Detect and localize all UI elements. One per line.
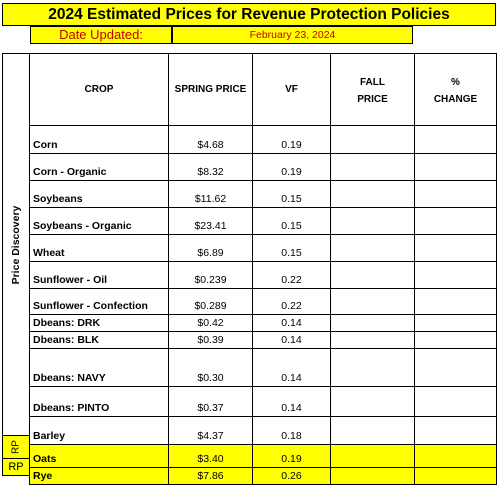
spring-price-cell[interactable]: $6.89 <box>168 234 253 262</box>
pct-change-cell[interactable] <box>414 331 497 349</box>
fall-price-cell[interactable] <box>330 207 415 235</box>
pct-change-cell[interactable] <box>414 314 497 332</box>
table-row: Sunflower - Oil $0.239 0.22 <box>29 261 497 289</box>
table-row: Dbeans: PINTO $0.37 0.14 <box>29 386 497 417</box>
spring-price-cell[interactable]: $4.37 <box>168 416 253 445</box>
spring-price-cell[interactable]: $4.68 <box>168 125 253 154</box>
spring-price-cell[interactable]: $0.39 <box>168 331 253 349</box>
fall-price-cell[interactable] <box>330 153 415 181</box>
fall-price-cell[interactable] <box>330 386 415 417</box>
rp-rye-cell: RP <box>2 459 30 476</box>
crop-cell[interactable]: Corn <box>29 125 169 154</box>
vf-cell[interactable]: 0.15 <box>252 234 331 262</box>
fall-price-cell[interactable] <box>330 467 415 485</box>
crop-cell[interactable]: Barley <box>29 416 169 445</box>
fall-price-cell[interactable] <box>330 234 415 262</box>
fall-price-cell[interactable] <box>330 180 415 208</box>
spring-price-cell[interactable]: $0.289 <box>168 288 253 315</box>
price-discovery-sidebar: Price Discovery <box>2 53 30 436</box>
crop-cell[interactable]: Dbeans: DRK <box>29 314 169 332</box>
sheet-title: 2024 Estimated Prices for Revenue Protec… <box>2 3 496 26</box>
fall-price-cell[interactable] <box>330 444 415 468</box>
header-crop[interactable]: CROP <box>29 53 169 126</box>
table-row: Dbeans: NAVY $0.30 0.14 <box>29 348 497 387</box>
vf-cell[interactable]: 0.14 <box>252 331 331 349</box>
table-row: Dbeans: DRK $0.42 0.14 <box>29 314 497 332</box>
pct-change-cell[interactable] <box>414 261 497 289</box>
vf-cell[interactable]: 0.14 <box>252 386 331 417</box>
crop-cell[interactable]: Sunflower - Confection <box>29 288 169 315</box>
pct-change-cell[interactable] <box>414 234 497 262</box>
header-spring-price[interactable]: SPRING PRICE <box>168 53 253 126</box>
rp-oats-cell: RP <box>2 436 30 459</box>
vf-cell[interactable]: 0.18 <box>252 416 331 445</box>
crop-cell[interactable]: Rye <box>29 467 169 485</box>
fall-price-cell[interactable] <box>330 288 415 315</box>
vf-cell[interactable]: 0.19 <box>252 153 331 181</box>
table-row: Rye $7.86 0.26 <box>29 467 497 485</box>
table-row: Sunflower - Confection $0.289 0.22 <box>29 288 497 315</box>
pct-change-cell[interactable] <box>414 288 497 315</box>
crop-cell[interactable]: Wheat <box>29 234 169 262</box>
fall-price-cell[interactable] <box>330 261 415 289</box>
fall-price-cell[interactable] <box>330 314 415 332</box>
crop-cell[interactable]: Oats <box>29 444 169 468</box>
vf-cell[interactable]: 0.15 <box>252 207 331 235</box>
fall-price-cell[interactable] <box>330 331 415 349</box>
pct-change-cell[interactable] <box>414 467 497 485</box>
vf-cell[interactable]: 0.19 <box>252 444 331 468</box>
spring-price-cell[interactable]: $3.40 <box>168 444 253 468</box>
fall-price-cell[interactable] <box>330 416 415 445</box>
spring-price-cell[interactable]: $0.30 <box>168 348 253 387</box>
fall-price-cell[interactable] <box>330 348 415 387</box>
table-row: Oats $3.40 0.19 <box>29 444 497 468</box>
crop-cell[interactable]: Dbeans: BLK <box>29 331 169 349</box>
pct-change-cell[interactable] <box>414 180 497 208</box>
pct-change-cell[interactable] <box>414 153 497 181</box>
spring-price-cell[interactable]: $7.86 <box>168 467 253 485</box>
crop-cell[interactable]: Soybeans <box>29 180 169 208</box>
spring-price-cell[interactable]: $8.32 <box>168 153 253 181</box>
crop-cell[interactable]: Dbeans: PINTO <box>29 386 169 417</box>
prices-table: CROP SPRING PRICE VF FALL PRICE % CHANGE… <box>29 53 497 485</box>
spring-price-cell[interactable]: $0.37 <box>168 386 253 417</box>
pct-change-cell[interactable] <box>414 416 497 445</box>
vf-cell[interactable]: 0.22 <box>252 261 331 289</box>
date-updated-value[interactable]: February 23, 2024 <box>172 26 413 44</box>
pct-change-cell[interactable] <box>414 444 497 468</box>
spring-price-cell[interactable]: $0.239 <box>168 261 253 289</box>
spring-price-cell[interactable]: $11.62 <box>168 180 253 208</box>
vf-cell[interactable]: 0.14 <box>252 314 331 332</box>
vf-cell[interactable]: 0.19 <box>252 125 331 154</box>
table-row: Barley $4.37 0.18 <box>29 416 497 445</box>
vf-cell[interactable]: 0.22 <box>252 288 331 315</box>
table-row: Soybeans - Organic $23.41 0.15 <box>29 207 497 235</box>
header-fall-price[interactable]: FALL PRICE <box>330 53 415 126</box>
crop-cell[interactable]: Corn - Organic <box>29 153 169 181</box>
date-updated-label: Date Updated: <box>30 26 172 44</box>
table-row: Wheat $6.89 0.15 <box>29 234 497 262</box>
table-row: Corn $4.68 0.19 <box>29 125 497 154</box>
header-pct-change[interactable]: % CHANGE <box>414 53 497 126</box>
table-row: Soybeans $11.62 0.15 <box>29 180 497 208</box>
crop-cell[interactable]: Dbeans: NAVY <box>29 348 169 387</box>
table-row: Corn - Organic $8.32 0.19 <box>29 153 497 181</box>
crop-cell[interactable]: Sunflower - Oil <box>29 261 169 289</box>
price-discovery-label: Price Discovery <box>10 205 22 284</box>
spring-price-cell[interactable]: $23.41 <box>168 207 253 235</box>
crop-cell[interactable]: Soybeans - Organic <box>29 207 169 235</box>
vf-cell[interactable]: 0.15 <box>252 180 331 208</box>
table-row: Dbeans: BLK $0.39 0.14 <box>29 331 497 349</box>
vf-cell[interactable]: 0.26 <box>252 467 331 485</box>
rp-label: RP <box>10 440 22 454</box>
spring-price-cell[interactable]: $0.42 <box>168 314 253 332</box>
rp-label: RP <box>8 461 24 473</box>
pct-change-cell[interactable] <box>414 125 497 154</box>
pct-change-cell[interactable] <box>414 348 497 387</box>
pct-change-cell[interactable] <box>414 386 497 417</box>
pct-change-cell[interactable] <box>414 207 497 235</box>
vf-cell[interactable]: 0.14 <box>252 348 331 387</box>
header-vf[interactable]: VF <box>252 53 331 126</box>
fall-price-cell[interactable] <box>330 125 415 154</box>
